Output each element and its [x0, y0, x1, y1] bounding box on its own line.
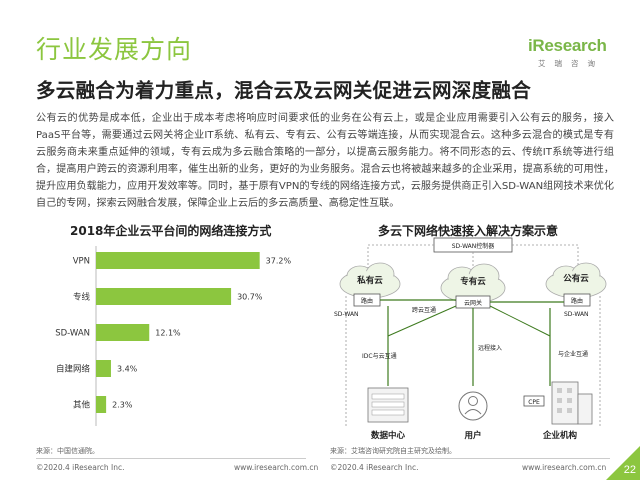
right-source-note: 来源：艾瑞咨询研究院自主研究及绘制。 — [330, 447, 456, 455]
control-line-right — [512, 244, 579, 274]
bar-value-label: 30.7% — [237, 293, 263, 302]
user-icon — [458, 391, 488, 421]
bar-3 — [96, 360, 111, 377]
body-paragraph: 公有云的优势是成本低，企业出于成本考虑将响应时间要求低的业务在公有云上，或是企业… — [36, 113, 614, 209]
bar-4 — [96, 396, 107, 413]
bar-category-label: SD-WAN — [55, 329, 90, 339]
datacenter-icon — [367, 387, 409, 423]
remote-access-label: 远程接入 — [478, 344, 502, 352]
enterprise-link-label: 与企业互通 — [558, 350, 588, 358]
link-diagonal-left — [387, 305, 457, 337]
sdwan-controller-label: SD-WAN控制器 — [452, 242, 495, 250]
footer-url-right: www.iresearch.com.cn — [522, 463, 607, 472]
bar-value-label: 2.3% — [112, 401, 133, 410]
bar-category-label: 自建网络 — [56, 364, 91, 375]
public-cloud-label: 公有云 — [563, 273, 589, 284]
bar-0 — [96, 252, 260, 269]
dedicated-cloud-icon — [440, 263, 506, 304]
page-corner-decoration — [606, 446, 640, 480]
enterprise-building-icon — [551, 381, 593, 425]
bar-value-label: 3.4% — [117, 365, 138, 374]
private-cloud-label: 私有云 — [356, 275, 383, 286]
footer-divider-left — [36, 458, 306, 459]
cpe-label: CPE — [528, 399, 540, 406]
iresearch-logo: iResearch 艾瑞咨询 — [528, 36, 608, 69]
multicloud-network-diagram: SD-WAN控制器 私有云 专有云 公有云 路由 云网关 路由 跨云互通 SD-… — [334, 237, 607, 441]
router-left-label: 路由 — [361, 297, 373, 305]
cpe-box — [523, 395, 545, 407]
idc-link-label: IDC与云互通 — [362, 352, 397, 360]
bar-category-label: 专线 — [73, 292, 91, 303]
footer-copyright-left: ©2020.4 iResearch Inc. — [36, 463, 125, 472]
router-right-box — [563, 293, 591, 307]
dedicated-cloud-label: 专有云 — [460, 276, 486, 287]
page-subtitle: 多云融合为着力重点，混合云及云网关促进云网深度融合 — [36, 79, 532, 102]
link-diagonal-right — [489, 305, 551, 337]
bar-1 — [96, 288, 232, 305]
connection-methods-bar-chart: VPN 37.2% 专线 30.7% SD-WAN 12.1% 自建网络 3.4% 其他 2.3% — [55, 246, 292, 426]
bar-category-label: 其他 — [73, 400, 91, 411]
bar-category-label: VPN — [73, 257, 90, 267]
bar-value-label: 37.2% — [266, 257, 292, 266]
left-source-note: 来源：中国信通院。 — [36, 447, 99, 455]
cloud-gateway-label: 云网关 — [464, 299, 482, 307]
datacenter-label: 数据中心 — [371, 430, 406, 441]
public-cloud-icon — [545, 262, 607, 299]
sdwan-right-label: SD-WAN — [564, 311, 589, 318]
footer-divider-right — [330, 458, 610, 459]
diagram-title: 多云下网络快速接入解决方案示意 — [378, 224, 559, 238]
footer-url-left: www.iresearch.com.cn — [234, 463, 319, 472]
cross-cloud-label: 跨云互通 — [412, 306, 436, 314]
chart-title: 2018年企业云平台间的网络连接方式 — [70, 224, 272, 238]
footer-copyright-right: ©2020.4 iResearch Inc. — [330, 463, 419, 472]
control-line-left — [367, 244, 434, 274]
sdwan-left-label: SD-WAN — [334, 311, 359, 318]
bar-value-label: 12.1% — [155, 329, 181, 338]
logo-wordmark: iResearch — [528, 36, 607, 55]
logo-chinese: 艾瑞咨询 — [538, 59, 604, 68]
enterprise-label: 企业机构 — [542, 430, 578, 441]
bar-2 — [96, 324, 150, 341]
page-title: 行业发展方向 — [36, 35, 193, 64]
user-label: 用户 — [463, 430, 481, 441]
page-number: 22 — [623, 464, 636, 476]
router-right-label: 路由 — [571, 297, 583, 305]
